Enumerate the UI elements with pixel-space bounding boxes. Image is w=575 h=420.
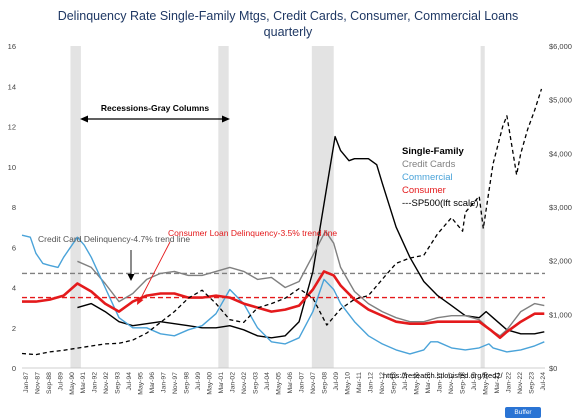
x-tick-32: Sep-13 bbox=[390, 372, 397, 394]
y-left-tick-2: 4 bbox=[12, 284, 16, 293]
recession-columns bbox=[70, 46, 485, 368]
recession-column-0 bbox=[70, 46, 81, 368]
legend-commercial: Commercial bbox=[402, 172, 453, 183]
x-tick-16: May-00 bbox=[207, 372, 214, 395]
x-tick-7: Nov-92 bbox=[103, 372, 110, 394]
right-axis-ticks: $0 $1,000 $2,000 $3,000 $4,000 $5,000 $6,000 bbox=[549, 42, 572, 373]
x-tick-13: Nov-97 bbox=[172, 372, 179, 394]
x-tick-38: Sep-18 bbox=[459, 372, 466, 394]
x-tick-44: Sep-23 bbox=[528, 372, 535, 394]
x-tick-6: Jan-92 bbox=[92, 372, 99, 393]
x-tick-26: Sep-08 bbox=[321, 372, 328, 394]
y-left-tick-1: 2 bbox=[12, 324, 16, 333]
legend-consumer: Consumer bbox=[402, 185, 446, 196]
x-tick-19: Nov-02 bbox=[241, 372, 248, 394]
recessions-annotation: Recessions-Gray Columns bbox=[80, 101, 230, 123]
y-right-tick-5: $5,000 bbox=[549, 96, 572, 105]
series-line-0 bbox=[77, 135, 545, 339]
buffer-badge[interactable]: Buffer bbox=[505, 407, 541, 418]
y-left-tick-8: 16 bbox=[8, 42, 16, 51]
x-tick-41: Mar-21 bbox=[494, 372, 501, 394]
x-tick-11: Mar-96 bbox=[149, 372, 156, 394]
trend-annotations: Credit Card Delinquency-4.7% trend line … bbox=[38, 228, 337, 305]
x-tick-30: Jan-12 bbox=[367, 372, 374, 393]
x-tick-29: Mar-11 bbox=[356, 372, 363, 393]
series-lines bbox=[21, 88, 545, 356]
x-tick-22: May-05 bbox=[276, 372, 283, 395]
x-tick-18: Jan-02 bbox=[230, 372, 237, 393]
chart-subtitle: quarterly bbox=[264, 25, 313, 39]
x-tick-37: Nov-17 bbox=[448, 372, 455, 394]
y-right-tick-4: $4,000 bbox=[549, 149, 572, 158]
x-tick-25: Nov-07 bbox=[310, 372, 317, 394]
x-tick-21: Jul-04 bbox=[264, 372, 271, 391]
x-tick-15: Jul-99 bbox=[195, 372, 202, 391]
x-tick-34: May-15 bbox=[413, 372, 420, 395]
x-tick-12: Jan-97 bbox=[161, 372, 168, 393]
recession-column-2 bbox=[311, 46, 334, 368]
y-left-tick-7: 14 bbox=[8, 82, 16, 91]
y-left-tick-5: 10 bbox=[8, 163, 16, 172]
y-left-tick-6: 12 bbox=[8, 123, 16, 132]
x-tick-45: Jul-24 bbox=[540, 372, 547, 391]
series-line-2 bbox=[21, 234, 545, 355]
source-label: https://research.stlouisfed.org/fred2/ bbox=[383, 371, 504, 380]
x-tick-23: Mar-06 bbox=[287, 372, 294, 394]
x-tick-14: Sep-98 bbox=[184, 372, 191, 394]
x-tick-5: Mar-91 bbox=[80, 372, 87, 394]
recessions-label: Recessions-Gray Columns bbox=[101, 103, 209, 113]
y-right-tick-0: $0 bbox=[549, 364, 557, 373]
x-tick-31: Nov-12 bbox=[379, 372, 386, 394]
x-tick-42: Jan-22 bbox=[505, 372, 512, 393]
x-tick-33: Jul-14 bbox=[402, 372, 409, 391]
x-axis-ticks: Jan-87 Nov-87 Sep-88 Jul-89 May-90 Mar-91 Jan-… bbox=[23, 372, 547, 395]
series-line-4 bbox=[21, 88, 543, 356]
x-tick-2: Sep-88 bbox=[46, 372, 53, 394]
y-right-tick-6: $6,000 bbox=[549, 42, 572, 51]
x-tick-20: Sep-03 bbox=[253, 372, 260, 394]
left-axis-ticks: 0 2 4 6 8 10 12 14 16 bbox=[8, 42, 16, 373]
x-tick-10: May-95 bbox=[138, 372, 145, 395]
x-tick-0: Jan-87 bbox=[23, 372, 30, 393]
x-tick-1: Nov-87 bbox=[34, 372, 41, 394]
series-line-1 bbox=[77, 230, 545, 337]
x-tick-8: Sep-93 bbox=[115, 372, 122, 394]
legend: Single-Family Credit Cards Commercial Co… bbox=[402, 146, 479, 209]
series-line-3 bbox=[22, 270, 545, 340]
x-tick-43: Nov-22 bbox=[517, 372, 524, 394]
x-tick-24: Jan-07 bbox=[298, 372, 305, 393]
trend-lines bbox=[22, 272, 545, 299]
y-right-tick-1: $1,000 bbox=[549, 310, 572, 319]
x-tick-36: Jan-17 bbox=[436, 372, 443, 393]
x-tick-27: Jul-09 bbox=[333, 372, 340, 391]
legend-credit-cards: Credit Cards bbox=[402, 159, 456, 170]
y-right-tick-3: $3,000 bbox=[549, 203, 572, 212]
legend-sp500: ---SP500(lft scale) bbox=[402, 198, 479, 209]
recession-column-3 bbox=[480, 46, 485, 368]
y-left-tick-3: 6 bbox=[12, 243, 16, 252]
recession-column-1 bbox=[218, 46, 229, 368]
credit-card-trend-label: Credit Card Delinquency-4.7% trend line bbox=[38, 234, 190, 244]
chart-title: Delinquency Rate Single-Family Mtgs, Cre… bbox=[58, 9, 519, 23]
x-tick-35: Mar-16 bbox=[425, 372, 432, 394]
x-tick-4: May-90 bbox=[69, 372, 76, 395]
y-left-tick-4: 8 bbox=[12, 203, 16, 212]
x-tick-28: May-10 bbox=[344, 372, 351, 395]
y-right-tick-2: $2,000 bbox=[549, 257, 572, 266]
y-left-tick-0: 0 bbox=[12, 364, 16, 373]
x-tick-3: Jul-89 bbox=[57, 372, 64, 391]
consumer-trend-label: Consumer Loan Delinquency-3.5% trend lin… bbox=[168, 228, 337, 238]
legend-single-family: Single-Family bbox=[402, 146, 464, 157]
x-tick-39: Jul-19 bbox=[471, 372, 478, 391]
x-tick-40: May-20 bbox=[482, 372, 489, 395]
x-tick-9: Jul-94 bbox=[126, 372, 133, 391]
x-tick-17: Mar-01 bbox=[218, 372, 225, 394]
